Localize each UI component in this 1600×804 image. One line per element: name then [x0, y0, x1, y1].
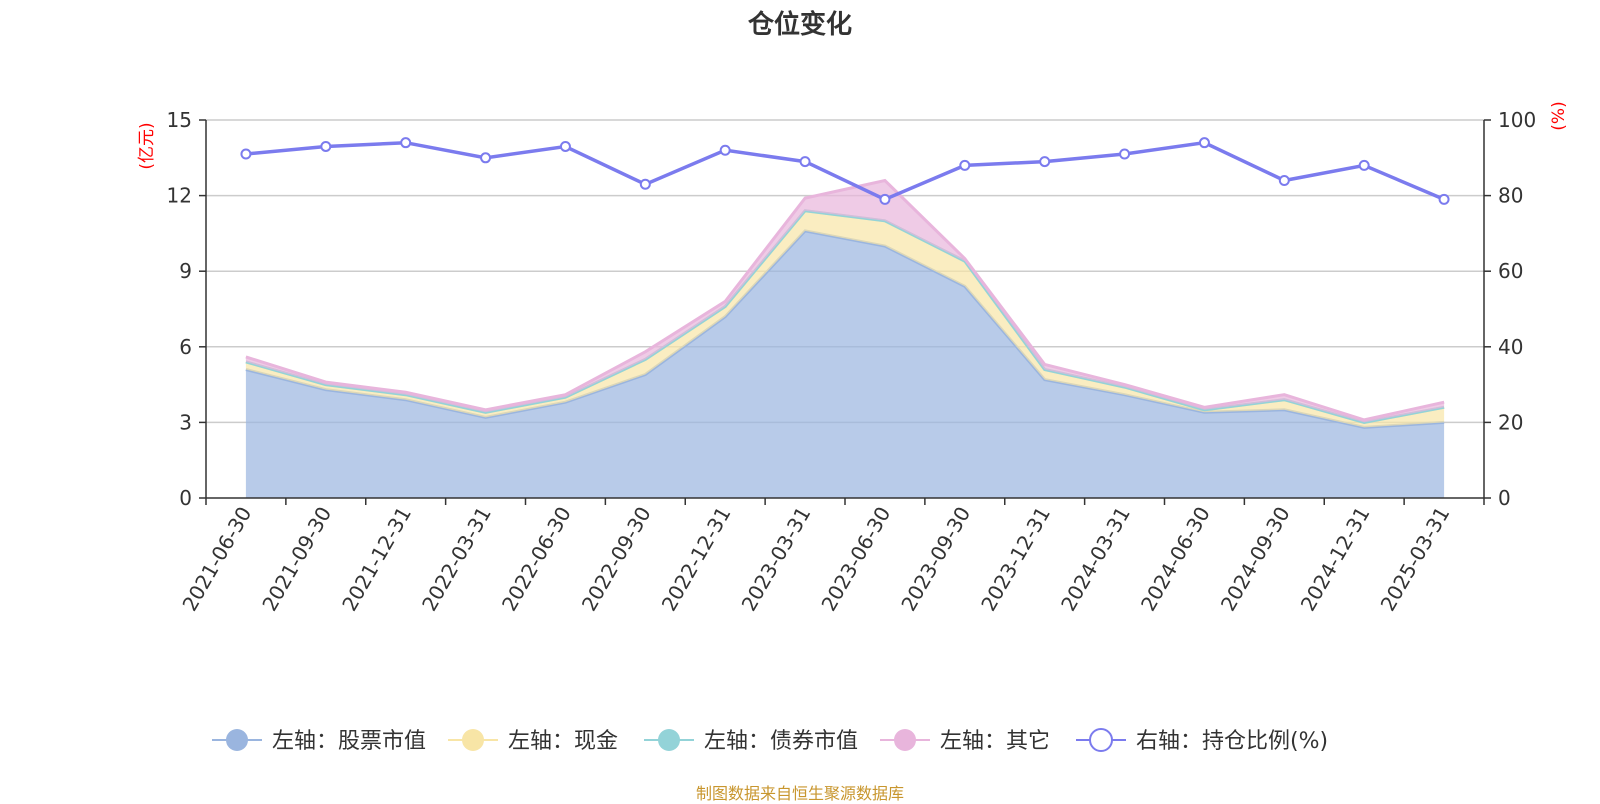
- ratio-point: [400, 137, 412, 149]
- right-axis-tick-label: 60: [1498, 259, 1523, 283]
- legend-marker: [226, 729, 248, 751]
- right-axis-tick-label: 80: [1498, 184, 1523, 208]
- right-axis-unit: (%): [1549, 101, 1569, 130]
- x-axis-tick-label: 2024-06-30: [1136, 503, 1215, 616]
- ratio-point: [1438, 193, 1450, 205]
- x-axis-tick-label: 2022-09-30: [577, 503, 656, 616]
- legend-label: 右轴：持仓比例(%): [1136, 729, 1328, 754]
- ratio-point: [1278, 174, 1290, 186]
- right-axis-tick-label: 0: [1498, 486, 1511, 510]
- x-axis-tick-label: 2024-09-30: [1216, 503, 1295, 616]
- legend-label: 左轴：股票市值: [272, 729, 426, 754]
- ratio-point: [559, 140, 571, 152]
- stacked-areas: [245, 178, 1445, 498]
- x-axis-tick-label: 2023-03-31: [736, 503, 815, 616]
- legend-item: 左轴：其它: [880, 729, 1050, 754]
- legend-item: 左轴：债券市值: [644, 729, 858, 754]
- legend-label: 左轴：债券市值: [704, 729, 858, 754]
- data-source-footer: 制图数据来自恒生聚源数据库: [695, 784, 904, 803]
- x-axis-tick-label: 2021-06-30: [177, 503, 256, 616]
- legend-label: 左轴：现金: [508, 729, 618, 754]
- left-axis-unit: (亿元): [137, 122, 157, 169]
- legend: 左轴：股票市值 左轴：现金 左轴：债券市值 左轴：其它 右轴：持仓比例(%): [212, 728, 1328, 754]
- chart-title: 仓位变化: [747, 10, 852, 40]
- x-axis-tick-label: 2023-12-31: [976, 503, 1055, 616]
- ratio-point: [320, 140, 332, 152]
- x-axis-tick-label: 2021-09-30: [257, 503, 336, 616]
- legend-marker: [1089, 728, 1113, 752]
- area-edge-3: [245, 178, 1445, 422]
- legend-marker: [462, 729, 484, 751]
- x-axis-tick-label: 2021-12-31: [337, 503, 416, 616]
- x-axis-tick-label: 2022-03-31: [417, 503, 496, 616]
- ratio-point: [639, 178, 651, 190]
- right-axis-tick-label: 20: [1498, 410, 1523, 434]
- x-axis-tick-label: 2022-12-31: [657, 503, 736, 616]
- x-axis-tick-label: 2024-03-31: [1056, 503, 1135, 616]
- ratio-point: [1039, 156, 1051, 168]
- ratio-line-path: [245, 140, 1445, 202]
- legend-item: 右轴：持仓比例(%): [1076, 728, 1328, 754]
- left-axis-tick-label: 6: [179, 335, 192, 359]
- x-axis-tick-label: 2023-09-30: [896, 503, 975, 616]
- area-0: [245, 230, 1445, 498]
- left-axis-tick-label: 12: [167, 184, 192, 208]
- legend-item: 左轴：现金: [448, 729, 618, 754]
- ratio-point: [1119, 148, 1131, 160]
- ratio-line: [240, 137, 1450, 205]
- left-axis-tick-label: 0: [179, 486, 192, 510]
- x-axis-tick-label: 2023-06-30: [816, 503, 895, 616]
- left-axis-tick-label: 9: [179, 259, 192, 283]
- right-axis-tick-label: 40: [1498, 335, 1523, 359]
- ratio-point: [719, 144, 731, 156]
- legend-marker: [894, 729, 916, 751]
- left-axis-tick-label: 3: [179, 410, 192, 434]
- ratio-point: [1358, 159, 1370, 171]
- right-axis-tick-label: 100: [1498, 108, 1536, 132]
- x-axis-tick-label: 2022-06-30: [497, 503, 576, 616]
- left-axis-tick-label: 15: [167, 108, 192, 132]
- legend-item: 左轴：股票市值: [212, 729, 426, 754]
- ratio-point: [879, 193, 891, 205]
- x-axis-tick-label: 2025-03-31: [1375, 503, 1454, 616]
- legend-label: 左轴：其它: [940, 729, 1050, 754]
- legend-marker: [658, 729, 680, 751]
- ratio-point: [240, 148, 252, 160]
- ratio-point: [959, 159, 971, 171]
- ratio-point: [480, 152, 492, 164]
- ratio-point: [799, 156, 811, 168]
- ratio-point: [1198, 137, 1210, 149]
- x-axis-tick-label: 2024-12-31: [1296, 503, 1375, 616]
